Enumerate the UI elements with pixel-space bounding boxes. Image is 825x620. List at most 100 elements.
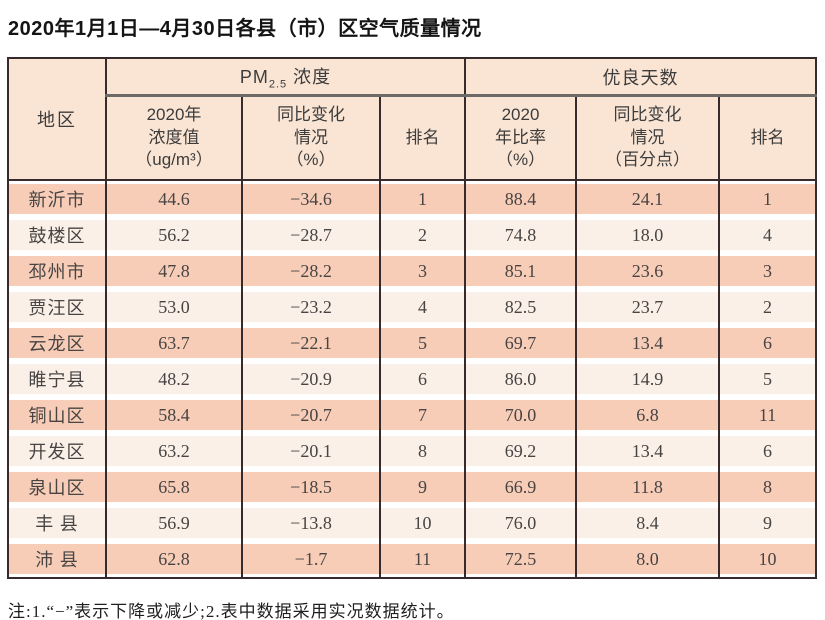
pm-value-cell: 58.4 [105,397,243,433]
page-title: 2020年1月1日—4月30日各县（市）区空气质量情况 [8,18,482,40]
good-change-cell: 11.8 [575,469,721,505]
pm-rank-cell: 9 [378,469,467,505]
pm-change-cell: −18.5 [241,469,381,505]
pm-value-cell: 62.8 [105,541,243,578]
header-good-rank: 排名 [718,95,818,181]
pm-value-cell: 65.8 [105,469,243,505]
good-rank-cell: 2 [718,289,818,325]
pm-value-cell: 53.0 [105,289,243,325]
pm-rank-cell: 11 [378,541,467,578]
good-ratio-cell: 88.4 [464,180,578,217]
good-rank-cell: 8 [718,469,818,505]
table-row: 睢宁县 48.2 −20.9 6 86.0 14.9 5 [7,361,818,397]
good-ratio-cell: 82.5 [464,289,578,325]
header-good-ratio: 2020 年比率 （%） [464,95,578,181]
good-change-cell: 6.8 [575,397,721,433]
good-ratio-cell: 69.7 [464,325,578,361]
region-cell: 沛 县 [7,541,107,578]
good-rank-cell: 11 [718,397,818,433]
good-ratio-cell: 74.8 [464,217,578,253]
good-ratio-cell: 70.0 [464,397,578,433]
pm-rank-cell: 1 [378,180,467,217]
good-change-cell: 14.9 [575,361,721,397]
table-body: 新沂市 44.6 −34.6 1 88.4 24.1 1 鼓楼区 56.2 −28.7 2 74.8 1… [7,180,818,578]
pm-change-cell: −20.1 [241,433,381,469]
pm25-label-subscript: 2.5 [268,78,288,91]
footnote: 注:1.“−”表示下降或减少;2.表中数据采用实况数据统计。 [8,602,455,620]
region-cell: 鼓楼区 [7,217,107,253]
good-ratio-cell: 76.0 [464,505,578,541]
table-row: 开发区 63.2 −20.1 8 69.2 13.4 6 [7,433,818,469]
pm-value-cell: 56.2 [105,217,243,253]
region-cell: 铜山区 [7,397,107,433]
pm-value-cell: 63.2 [105,433,243,469]
pm-change-cell: −20.7 [241,397,381,433]
pm-change-cell: −28.2 [241,253,381,289]
region-cell: 云龙区 [7,325,107,361]
table-row: 云龙区 63.7 −22.1 5 69.7 13.4 6 [7,325,818,361]
region-cell: 贾汪区 [7,289,107,325]
pm-change-cell: −22.1 [241,325,381,361]
region-cell: 泉山区 [7,469,107,505]
region-cell: 开发区 [7,433,107,469]
good-rank-cell: 10 [718,541,818,578]
table-row: 贾汪区 53.0 −23.2 4 82.5 23.7 2 [7,289,818,325]
good-rank-cell: 6 [718,325,818,361]
good-ratio-cell: 86.0 [464,361,578,397]
pm-rank-cell: 10 [378,505,467,541]
good-rank-cell: 4 [718,217,818,253]
pm-rank-cell: 4 [378,289,467,325]
pm-change-cell: −34.6 [241,180,381,217]
good-ratio-cell: 66.9 [464,469,578,505]
good-change-cell: 8.4 [575,505,721,541]
good-change-cell: 13.4 [575,433,721,469]
good-change-cell: 23.6 [575,253,721,289]
pm-rank-cell: 5 [378,325,467,361]
table-header: 地区 PM2.5 浓度 优良天数 2020年 浓度值 （ug/m³） 同比变化 … [7,58,818,181]
header-group-pm25: PM2.5 浓度 [104,58,467,97]
header-good-change: 同比变化 情况 （百分点） [575,95,721,181]
table-row: 沛 县 62.8 −1.7 11 72.5 8.0 10 [7,541,818,578]
header-pm-change: 同比变化 情况 （%） [241,95,381,181]
region-cell: 丰 县 [7,505,107,541]
header-group-good-days: 优良天数 [464,58,818,97]
good-change-cell: 24.1 [575,180,721,217]
table-row: 邳州市 47.8 −28.2 3 85.1 23.6 3 [7,253,818,289]
pm-rank-cell: 2 [378,217,467,253]
pm-value-cell: 48.2 [105,361,243,397]
table-row: 铜山区 58.4 −20.7 7 70.0 6.8 11 [7,397,818,433]
good-change-cell: 18.0 [575,217,721,253]
region-cell: 新沂市 [7,180,107,217]
pm25-label-suffix: 浓度 [287,66,332,87]
good-rank-cell: 6 [718,433,818,469]
header-group-row: 地区 PM2.5 浓度 优良天数 [7,58,818,181]
header-region: 地区 [7,58,107,181]
header-columns-row: 2020年 浓度值 （ug/m³） 同比变化 情况 （%） 排名 2020 年比… [8,95,818,181]
good-ratio-cell: 85.1 [464,253,578,289]
pm25-label-prefix: PM [239,66,269,87]
header-pm-rank: 排名 [378,95,467,181]
region-cell: 邳州市 [7,253,107,289]
pm-value-cell: 63.7 [105,325,243,361]
pm-value-cell: 44.6 [105,180,243,217]
pm-change-cell: −1.7 [241,541,381,578]
good-rank-cell: 3 [718,253,818,289]
good-change-cell: 23.7 [575,289,721,325]
good-ratio-cell: 69.2 [464,433,578,469]
good-change-cell: 13.4 [575,325,721,361]
air-quality-table: 地区 PM2.5 浓度 优良天数 2020年 浓度值 （ug/m³） 同比变化 … [7,57,818,579]
good-rank-cell: 5 [718,361,818,397]
pm-value-cell: 47.8 [105,253,243,289]
pm-rank-cell: 6 [378,361,467,397]
pm-rank-cell: 7 [378,397,467,433]
good-change-cell: 8.0 [575,541,721,578]
pm-rank-cell: 8 [378,433,467,469]
good-rank-cell: 9 [718,505,818,541]
table-row: 新沂市 44.6 −34.6 1 88.4 24.1 1 [7,180,818,217]
table-row: 丰 县 56.9 −13.8 10 76.0 8.4 9 [7,505,818,541]
pm-change-cell: −23.2 [241,289,381,325]
pm-rank-cell: 3 [378,253,467,289]
header-pm-value: 2020年 浓度值 （ug/m³） [105,95,243,181]
table-row: 泉山区 65.8 −18.5 9 66.9 11.8 8 [7,469,818,505]
